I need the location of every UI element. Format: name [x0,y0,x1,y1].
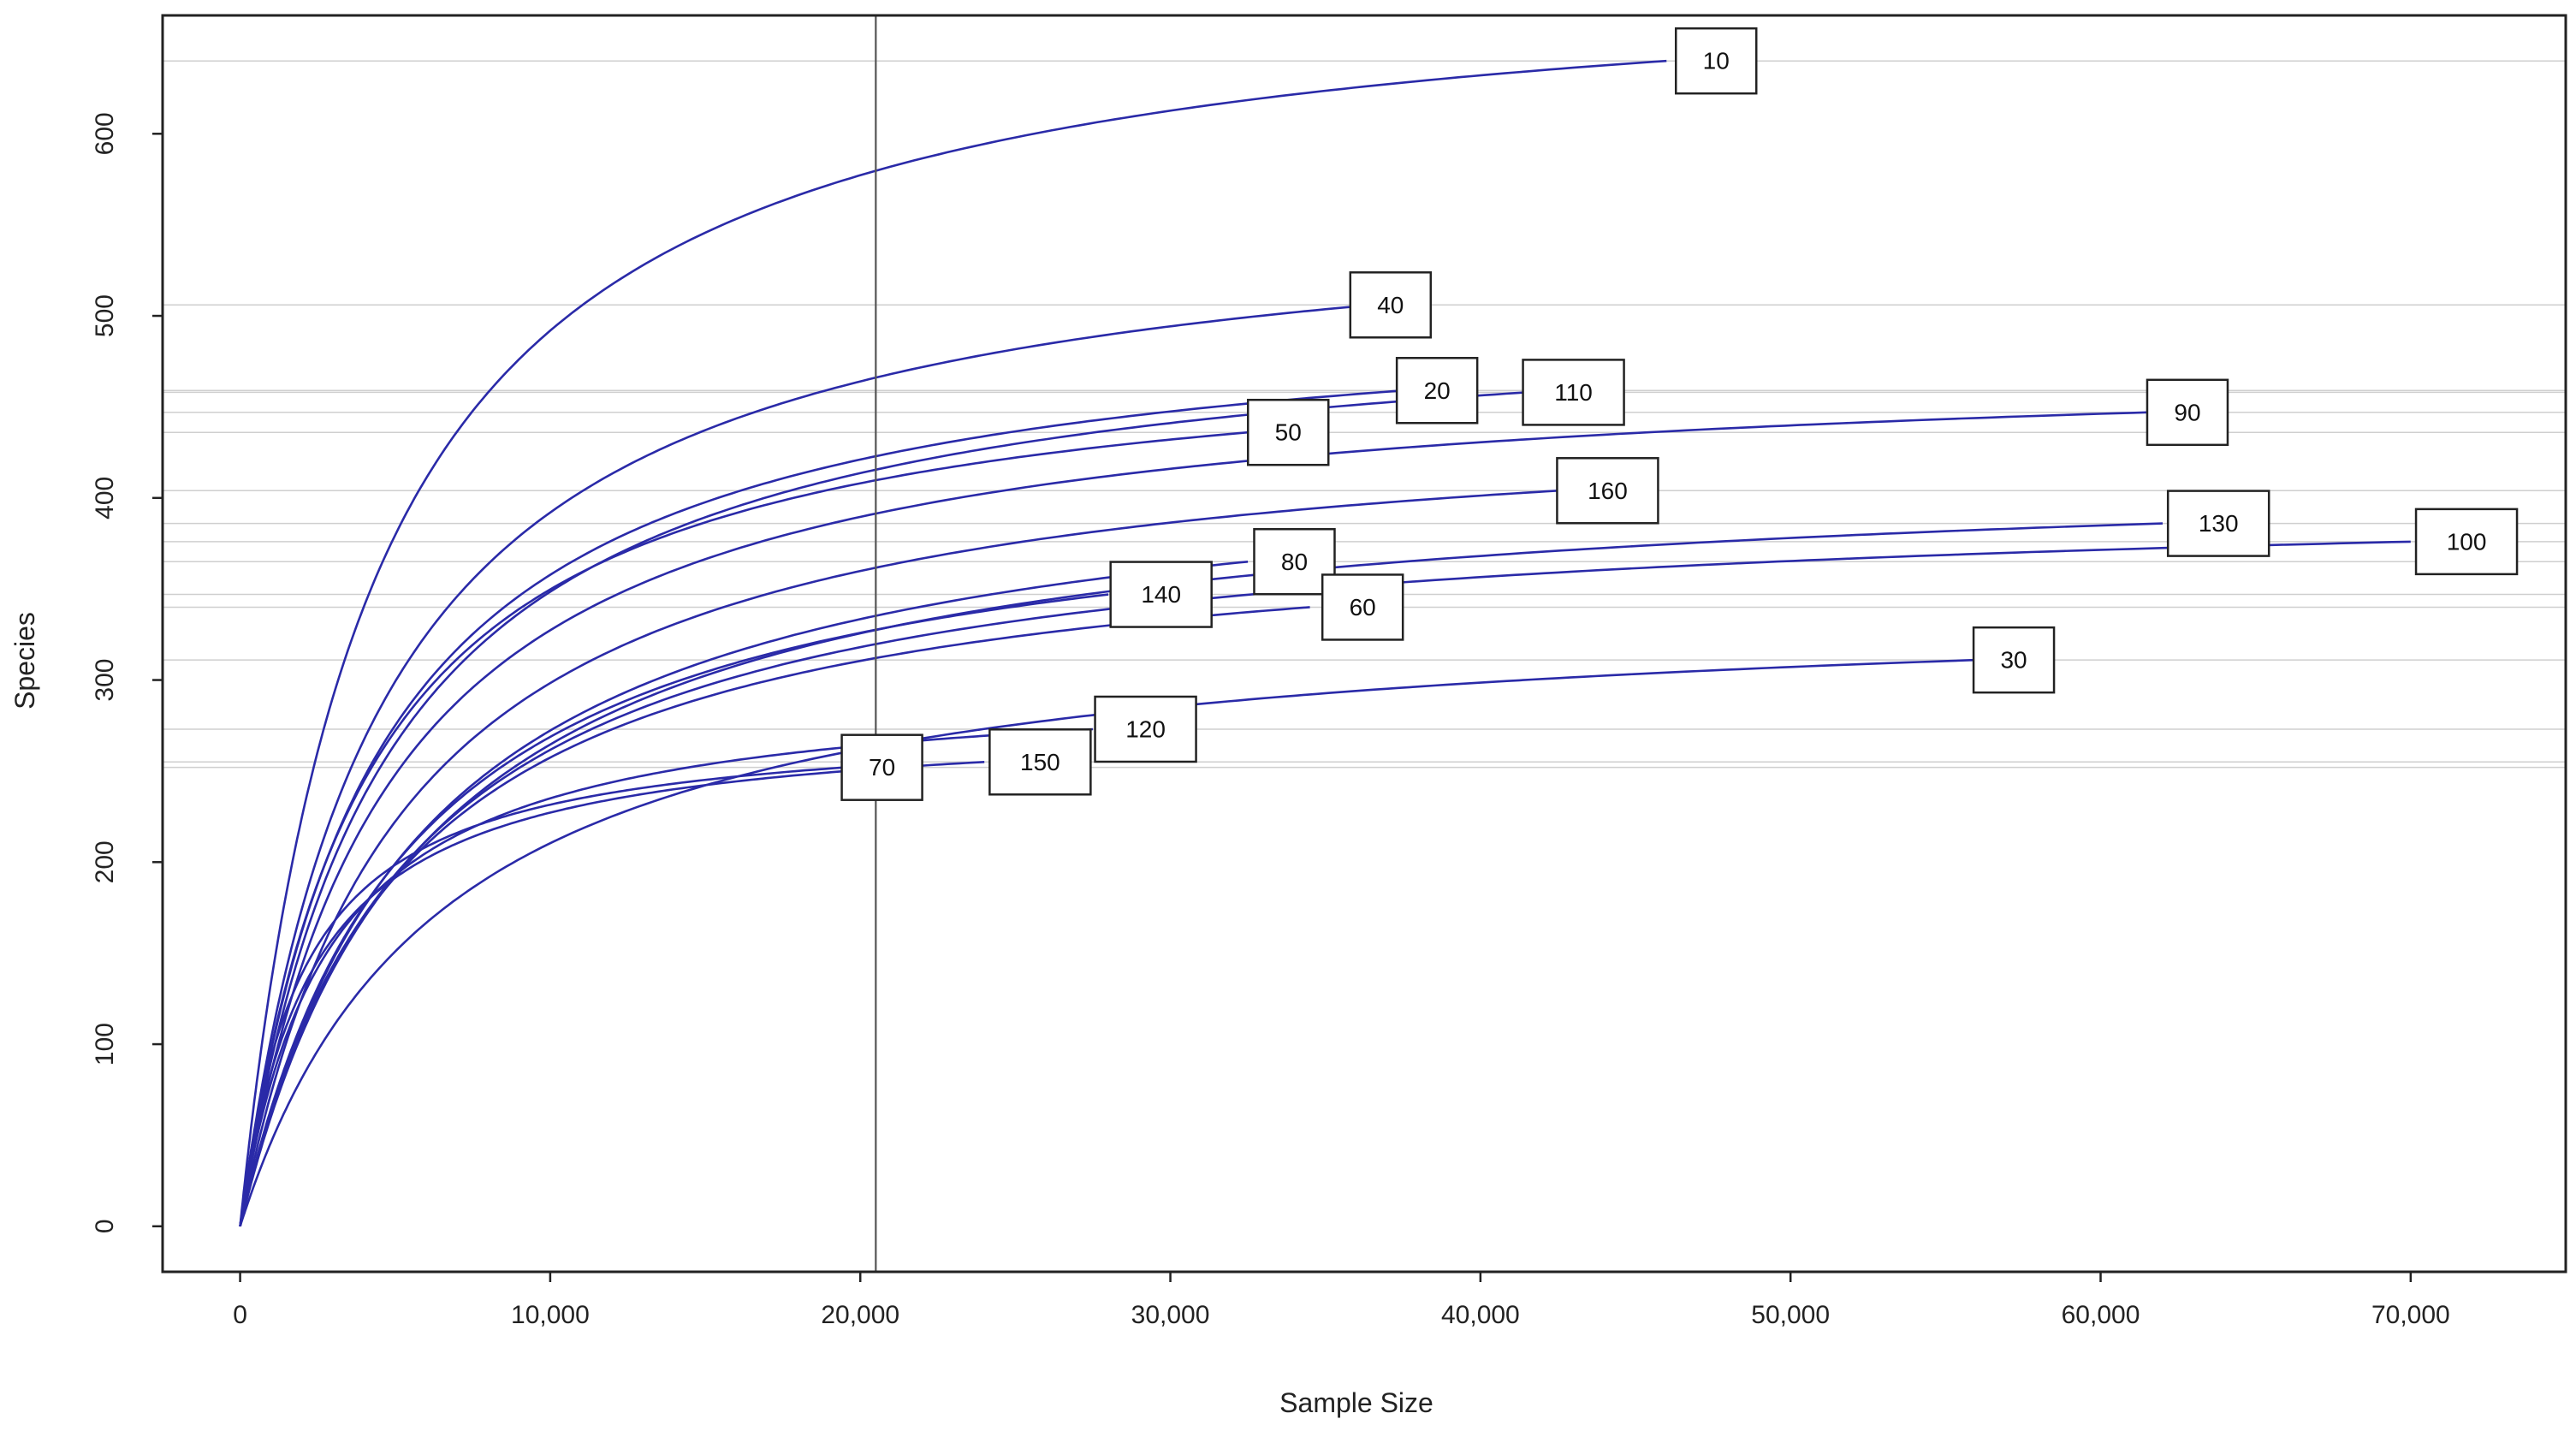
curve-label-160: 160 [1556,457,1659,525]
curve-layer [239,59,2411,1227]
curve-100 [239,540,2411,1227]
x-axis-title: Sample Size [1279,1387,1433,1418]
x-tick-label: 70,000 [2371,1301,2450,1329]
curve-label-text: 130 [2199,510,2239,537]
curve-120 [239,727,1094,1226]
x-tick-label: 20,000 [821,1301,899,1329]
y-tick-label: 500 [91,294,119,337]
y-tick-label: 600 [91,112,119,155]
y-tick-label: 100 [91,1023,119,1066]
curve-label-80: 80 [1253,528,1336,596]
curve-label-text: 40 [1377,292,1404,318]
curve-label-10: 10 [1674,27,1758,95]
grid-layer [163,60,2566,769]
x-tick-label: 60,000 [2062,1301,2140,1329]
y-tick-label: 0 [91,1219,119,1233]
curve-label-70: 70 [840,733,923,801]
curve-label-box [2146,378,2229,447]
curve-label-20: 20 [1395,357,1479,425]
curve-label-50: 50 [1246,398,1330,466]
y-tick-label: 200 [91,840,119,883]
curve-label-text: 10 [1703,48,1730,74]
curve-label-text: 60 [1350,594,1376,620]
curve-label-text: 160 [1588,478,1628,504]
curve-label-box [1972,626,2056,694]
curve-label-text: 70 [869,754,895,781]
curve-label-box [1349,271,1433,339]
y-axis-title: Species [9,612,40,710]
curve-label-box [1522,359,1625,426]
curve-label-text: 50 [1275,419,1302,446]
plot-frame [161,14,2567,1274]
curve-label-box [988,728,1092,796]
curve-label-140: 140 [1109,561,1213,628]
curve-label-text: 110 [1554,379,1593,406]
curve-label-text: 120 [1125,716,1166,742]
x-tick-label: 30,000 [1131,1301,1210,1329]
curve-label-box [1094,695,1197,763]
curve-30 [239,658,1977,1227]
curve-label-text: 140 [1141,581,1181,608]
curve-label-text: 150 [1020,749,1060,775]
curve-150 [239,761,985,1226]
curve-label-box [1556,457,1659,525]
curve-50 [239,430,1249,1226]
curve-label-text: 80 [1281,549,1308,575]
curve-40 [239,304,1373,1226]
curve-label-110: 110 [1522,359,1625,426]
curve-label-60: 60 [1321,573,1404,641]
curve-label-layer: 10 40 20 110 90 50 160 130 100 80 140 60 30 120 150 70 [840,27,2519,801]
curve-label-text: 100 [2447,528,2487,555]
curve-110 [239,391,1528,1226]
x-tick-label: 40,000 [1441,1301,1520,1329]
curve-label-box [840,733,923,801]
curve-label-150: 150 [988,728,1092,796]
y-tick-label: 300 [91,659,119,702]
curve-70 [239,766,846,1226]
curve-label-box [2166,490,2270,557]
curve-label-text: 20 [1424,377,1451,404]
curve-label-120: 120 [1094,695,1197,763]
curve-10 [239,59,1667,1226]
curve-label-box [1109,561,1213,628]
curve-label-130: 130 [2166,490,2270,557]
curve-label-box [1321,573,1404,641]
x-tick-label: 0 [233,1301,247,1329]
curve-label-box [1395,357,1479,425]
curve-label-box [2414,508,2519,576]
axis-layer: 0 10,000 20,000 30,000 40,000 50,000 60,000 70,… [91,14,2567,1329]
x-tick-label: 10,000 [511,1301,590,1329]
curve-130 [239,522,2163,1226]
y-tick-label: 400 [91,477,119,520]
curve-label-100: 100 [2414,508,2519,576]
curve-label-text: 90 [2174,399,2200,425]
curve-label-30: 30 [1972,626,2056,694]
curve-label-box [1253,528,1336,596]
curve-label-text: 30 [2000,647,2027,674]
curve-160 [239,490,1558,1227]
curve-label-box [1246,398,1330,466]
curve-label-box [1674,27,1758,95]
x-tick-label: 50,000 [1751,1301,1830,1329]
curve-label-90: 90 [2146,378,2229,447]
curve-label-40: 40 [1349,271,1433,339]
curve-60 [239,606,1310,1227]
